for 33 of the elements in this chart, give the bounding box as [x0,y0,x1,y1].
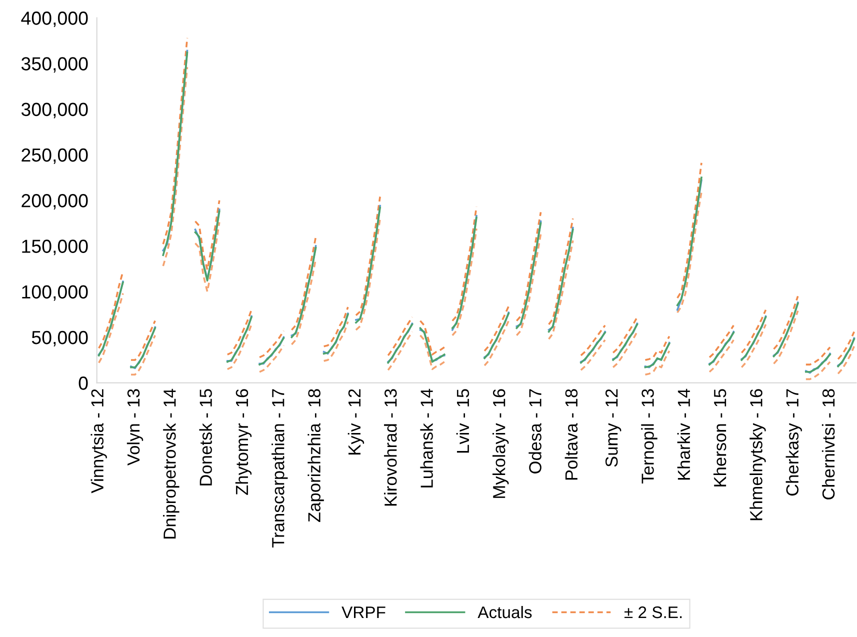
y-tick-label: 400,000 [21,12,88,28]
x-tick-label: Vinnytsia - 12 [90,389,107,494]
x-tick-label: Kirovohrad - 13 [384,389,397,506]
x-tick-label: Zhytomyr - 16 [235,389,252,495]
x-tick-label: Luhansk - 14 [420,388,433,488]
y-tick-label: 300,000 [21,102,88,118]
x-tick-label: Odesa - 17 [528,389,542,474]
x-tick-label: Kharkiv - 14 [677,388,690,480]
y-tick-label: 150,000 [22,240,88,256]
x-tick-label: Kherson - 15 [713,389,726,486]
x-tick-label: Donetsk - 15 [199,389,212,486]
x-tick-label: Volyn - 13 [126,389,144,466]
x-tick-label: Lviv - 15 [456,389,470,453]
x-tick-label: Cherkasy - 17 [786,389,802,496]
x-tick-label: Mykolayiv - 16 [492,389,509,498]
x-tick-label: Sumy - 12 [605,389,622,467]
legend-label: VRPF [342,606,386,618]
x-tick-label: Dnipropetrovsk - 14 [163,388,180,538]
legend-label: Actuals [478,606,532,618]
x-tick-label: Khmelnytsky - 16 [750,389,766,520]
y-tick-label: 50,000 [32,330,88,346]
x-tick-label: Poltava - 18 [564,389,578,480]
x-tick-label: Ternopil - 13 [641,389,658,484]
x-tick-label: Kyiv - 12 [348,389,364,455]
y-tick-label: 100,000 [22,285,88,301]
legend-label: ± 2 S.E. [624,606,682,618]
x-tick-label: Transcarpathian - 17 [272,389,288,548]
y-tick-label: 250,000 [22,148,88,164]
y-tick-label: 200,000 [22,194,88,210]
y-tick-label: 350,000 [21,57,88,73]
x-tick-label: Zaporizhzhia - 18 [308,389,324,522]
y-tick-label: 0 [78,376,88,390]
x-tick-label: Chernivtsi - 18 [822,389,835,500]
